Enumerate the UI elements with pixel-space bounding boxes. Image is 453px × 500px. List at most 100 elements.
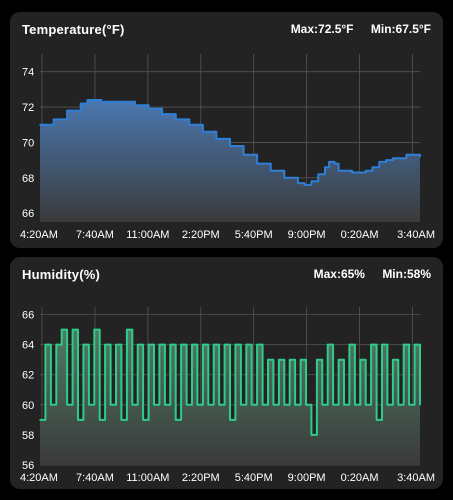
temperature-data-point bbox=[303, 184, 306, 186]
temperature-data-point bbox=[324, 166, 326, 168]
humidity-data-point bbox=[126, 328, 128, 331]
temperature-x-tick-label: 7:40AM bbox=[76, 229, 114, 241]
temperature-header: Temperature(°F) Max:72.5°F Min:67.5°F bbox=[10, 12, 443, 46]
humidity-y-tick-label: 66 bbox=[22, 310, 34, 322]
humidity-stats: Max:65% Min:58% bbox=[300, 267, 431, 281]
temperature-data-point bbox=[333, 162, 336, 165]
humidity-data-point bbox=[375, 419, 378, 421]
humidity-y-tick-label: 64 bbox=[22, 340, 34, 352]
humidity-data-point bbox=[386, 404, 389, 406]
temperature-data-point bbox=[317, 173, 320, 176]
temperature-data-point bbox=[215, 138, 218, 140]
temperature-data-point bbox=[147, 108, 150, 110]
temperature-data-point bbox=[378, 161, 381, 163]
temperature-data-point bbox=[337, 169, 340, 172]
humidity-data-point bbox=[174, 419, 177, 421]
humidity-data-point bbox=[169, 343, 172, 346]
temperature-data-point bbox=[113, 100, 116, 103]
humidity-y-tick-label: 62 bbox=[22, 370, 34, 382]
humidity-data-point bbox=[50, 404, 52, 406]
temperature-data-point bbox=[419, 155, 421, 158]
humidity-data-point bbox=[316, 358, 318, 361]
humidity-data-point bbox=[240, 404, 242, 406]
humidity-data-point bbox=[136, 343, 139, 346]
humidity-data-point bbox=[354, 404, 356, 406]
temperature-data-point bbox=[297, 182, 299, 184]
humidity-y-tick-label: 60 bbox=[22, 400, 34, 412]
humidity-header: Humidity(%) Max:65% Min:58% bbox=[10, 257, 443, 291]
humidity-data-point bbox=[180, 343, 182, 346]
humidity-data-point bbox=[348, 343, 351, 346]
humidity-data-point bbox=[381, 343, 383, 346]
humidity-data-point bbox=[60, 328, 63, 331]
humidity-data-point bbox=[397, 404, 400, 406]
temperature-x-tick-label: 5:40PM bbox=[235, 229, 273, 241]
humidity-data-point bbox=[153, 404, 155, 406]
temperature-max-label: Max:72.5°F bbox=[290, 22, 354, 36]
humidity-data-point bbox=[343, 404, 345, 406]
humidity-data-point bbox=[234, 343, 237, 346]
humidity-x-tick-label: 0:20AM bbox=[341, 472, 379, 484]
temperature-data-point bbox=[100, 100, 102, 103]
humidity-data-point bbox=[310, 434, 313, 436]
temperature-data-point bbox=[174, 118, 177, 121]
humidity-x-tick-label: 11:00AM bbox=[126, 472, 169, 484]
temperature-x-tick-label: 3:40AM bbox=[397, 229, 435, 241]
humidity-data-point bbox=[98, 419, 101, 421]
humidity-data-point bbox=[321, 404, 324, 406]
temperature-y-tick-label: 74 bbox=[22, 67, 34, 79]
humidity-data-point bbox=[278, 358, 280, 361]
humidity-data-point bbox=[158, 343, 161, 346]
temperature-x-tick-label: 4:20AM bbox=[20, 229, 58, 241]
humidity-x-tick-label: 2:20PM bbox=[182, 472, 220, 484]
temperature-min-label: Min:67.5°F bbox=[370, 22, 431, 36]
temperature-data-point bbox=[79, 102, 82, 105]
humidity-data-point bbox=[115, 343, 117, 346]
temperature-card: Temperature(°F) Max:72.5°F Min:67.5°F 66… bbox=[10, 12, 443, 248]
temperature-data-point bbox=[310, 180, 313, 183]
temperature-data-point bbox=[328, 161, 330, 163]
humidity-data-point bbox=[267, 358, 269, 361]
humidity-data-point bbox=[261, 404, 264, 406]
humidity-data-point bbox=[66, 404, 68, 406]
humidity-x-tick-label: 7:40AM bbox=[76, 472, 114, 484]
humidity-data-point bbox=[218, 404, 220, 406]
humidity-data-point bbox=[109, 404, 112, 406]
temperature-data-point bbox=[202, 131, 204, 133]
humidity-card: Humidity(%) Max:65% Min:58% 56 58 60 62 64 66… bbox=[10, 257, 443, 489]
temperature-y-tick-label: 72 bbox=[22, 102, 34, 114]
humidity-data-point bbox=[185, 404, 188, 406]
humidity-data-point bbox=[392, 358, 394, 361]
temperature-x-tick-label: 11:00AM bbox=[126, 229, 169, 241]
humidity-data-point bbox=[104, 343, 106, 346]
humidity-data-point bbox=[294, 404, 296, 406]
humidity-data-point bbox=[147, 343, 150, 346]
temperature-data-point bbox=[86, 99, 89, 101]
temperature-data-point bbox=[66, 109, 68, 112]
temperature-y-tick-label: 70 bbox=[22, 137, 34, 149]
temperature-data-point bbox=[283, 177, 286, 179]
humidity-data-point bbox=[359, 358, 362, 361]
humidity-data-point bbox=[272, 404, 275, 406]
humidity-data-point bbox=[250, 404, 253, 406]
temperature-y-tick-label: 66 bbox=[22, 208, 34, 220]
temperature-data-point bbox=[344, 169, 347, 172]
temperature-area-fill bbox=[40, 100, 420, 222]
humidity-data-point bbox=[207, 404, 210, 406]
temperature-data-point bbox=[229, 145, 231, 147]
humidity-data-point bbox=[93, 328, 96, 331]
humidity-data-point bbox=[131, 404, 134, 406]
humidity-data-point bbox=[245, 343, 248, 346]
humidity-data-point bbox=[299, 358, 302, 361]
humidity-data-point bbox=[332, 404, 334, 406]
humidity-x-tick-label: 9:00PM bbox=[288, 472, 326, 484]
humidity-data-point bbox=[337, 358, 340, 361]
humidity-x-tick-label: 4:20AM bbox=[20, 472, 58, 484]
humidity-data-point bbox=[202, 343, 204, 346]
humidity-data-point bbox=[212, 343, 215, 346]
temperature-x-tick-label: 2:20PM bbox=[182, 229, 220, 241]
temperature-data-point bbox=[134, 104, 136, 107]
humidity-x-tick-label: 5:40PM bbox=[235, 472, 273, 484]
humidity-data-point bbox=[419, 404, 421, 406]
temperature-series-line bbox=[40, 99, 421, 186]
